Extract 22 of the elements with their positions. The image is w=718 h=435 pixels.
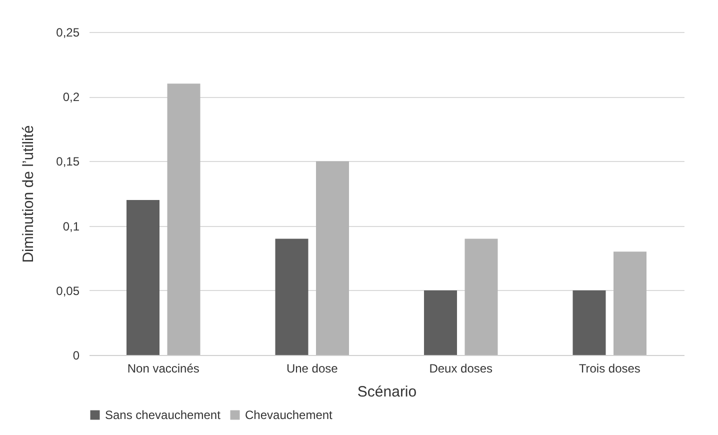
y-tick-label: 0,25 — [56, 26, 80, 40]
x-tick-label: Une dose — [286, 362, 338, 376]
y-tick-label: 0,1 — [62, 219, 80, 234]
y-tick-label: 0,15 — [56, 154, 80, 169]
bar — [424, 290, 457, 355]
legend-label: Chevauchement — [245, 408, 334, 422]
y-tick-label: 0,2 — [62, 90, 80, 104]
x-tick-label: Trois doses — [578, 362, 640, 376]
y-tick-label: 0,05 — [56, 284, 80, 298]
x-tick-label: Non vaccinés — [127, 362, 200, 376]
bar — [126, 200, 160, 355]
x-tick-label: Deux doses — [429, 362, 493, 376]
bar — [275, 238, 308, 355]
bar — [316, 161, 349, 355]
y-axis-title: Diminution de l’utilité — [20, 125, 38, 263]
bar — [464, 238, 498, 355]
bar — [167, 84, 200, 355]
legend-label: Sans chevauchement — [105, 408, 222, 422]
y-tick-label: 0 — [72, 348, 80, 362]
bar — [572, 290, 606, 355]
x-axis-title: Scénario — [357, 384, 417, 400]
bar — [614, 252, 646, 355]
